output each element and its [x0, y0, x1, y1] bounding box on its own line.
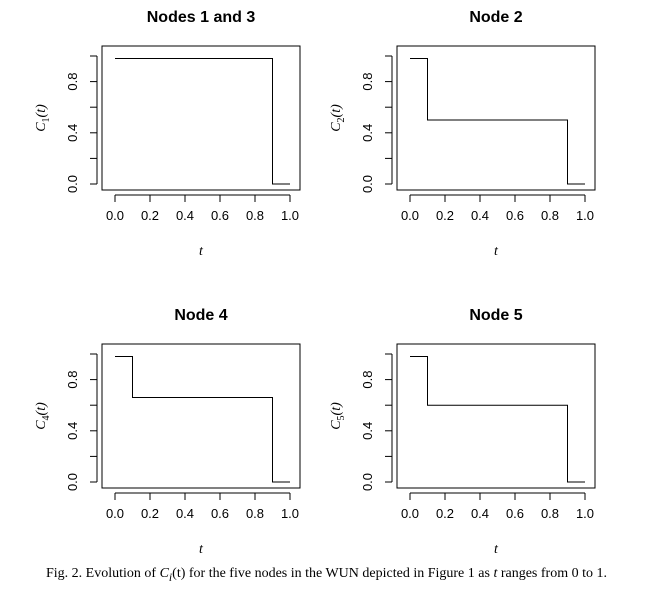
y-tick-label: 0.8: [360, 371, 375, 389]
y-tick-label: 0.8: [65, 371, 80, 389]
x-tick-label: 0.2: [436, 208, 454, 223]
y-axis-label-subscript: 5: [336, 415, 347, 420]
plot-frame: [396, 45, 596, 191]
caption-middle: for the five nodes in the WUN depicted i…: [185, 566, 494, 581]
y-axis-label-main: C: [34, 122, 49, 132]
plot-frame: [101, 45, 301, 191]
x-axis-label: t: [494, 542, 499, 557]
panel-2: Node 2 0.0 0.2 0.4 0.6 0.8 1.0 t 0.0 0.4 0.8 C2(t): [329, 9, 596, 259]
panel-title: Node 4: [174, 307, 227, 324]
y-axis-label: C4(t): [34, 402, 52, 430]
y-tick-label: 0.4: [65, 422, 80, 440]
x-tick-label: 0.6: [506, 208, 524, 223]
y-tick-label: 0.0: [360, 473, 375, 491]
figure-canvas: Nodes 1 and 3 0.0 0.2 0.4 0.6 0.8 1.0 t 0.0 0.4 0.…: [34, 9, 596, 557]
x-tick-label: 0.4: [471, 208, 489, 223]
step-series-line: [115, 58, 290, 185]
y-tick-label: 0.4: [65, 124, 80, 142]
x-tick-label: 1.0: [576, 208, 594, 223]
step-series-line: [410, 58, 585, 185]
x-axis-label: t: [199, 244, 204, 259]
y-tick-label: 0.8: [65, 73, 80, 91]
x-tick-label: 0.8: [541, 506, 559, 521]
x-axis-label: t: [199, 542, 204, 557]
caption-t-var: t: [493, 566, 498, 581]
x-tick-label: 0.6: [506, 506, 524, 521]
panel-4: Node 5 0.0 0.2 0.4 0.6 0.8 1.0 t 0.0 0.4 0.8 C5(t): [329, 307, 596, 557]
y-axis-label-tail: (t): [34, 402, 49, 416]
x-tick-label: 0.0: [401, 208, 419, 223]
x-tick-label: 0.6: [211, 208, 229, 223]
y-axis-label-main: C: [329, 420, 344, 430]
x-tick-label: 0.8: [246, 506, 264, 521]
x-tick-label: 0.0: [106, 208, 124, 223]
x-tick-label: 0.6: [211, 506, 229, 521]
x-tick-label: 0.8: [541, 208, 559, 223]
step-series-line: [410, 356, 585, 483]
caption-c-main: C: [159, 566, 169, 581]
step-series-line: [115, 356, 290, 483]
caption-prefix: Fig. 2. Evolution of: [46, 566, 160, 581]
y-axis-label-tail: (t): [329, 402, 344, 416]
y-tick-label: 0.4: [360, 124, 375, 142]
panel-1: Nodes 1 and 3 0.0 0.2 0.4 0.6 0.8 1.0 t 0.0 0.4 0.…: [34, 9, 301, 259]
y-axis-label-subscript: 2: [336, 117, 347, 122]
x-tick-label: 0.0: [401, 506, 419, 521]
y-tick-label: 0.0: [65, 175, 80, 193]
x-tick-label: 0.4: [176, 208, 194, 223]
y-tick-label: 0.0: [360, 175, 375, 193]
y-tick-label: 0.8: [360, 73, 375, 91]
y-axis-label-main: C: [34, 420, 49, 430]
y-axis-label-subscript: 4: [41, 415, 52, 420]
y-axis-label: C1(t): [34, 104, 52, 132]
x-tick-label: 0.2: [141, 208, 159, 223]
caption-suffix: ranges from 0 to 1.: [497, 566, 607, 581]
caption-c-tail: (t): [172, 566, 186, 581]
plot-frame: [396, 343, 596, 489]
y-tick-label: 0.4: [360, 422, 375, 440]
caption-c-sub: i: [168, 570, 173, 584]
y-axis-label-tail: (t): [329, 104, 344, 118]
x-tick-label: 1.0: [281, 208, 299, 223]
x-tick-label: 0.4: [471, 506, 489, 521]
x-axis-label: t: [494, 244, 499, 259]
panel-title: Nodes 1 and 3: [147, 9, 256, 26]
x-tick-label: 1.0: [281, 506, 299, 521]
x-tick-label: 0.0: [106, 506, 124, 521]
figure-caption: Fig. 2. Evolution of Ci(t) for the five …: [20, 565, 633, 586]
y-axis-label-subscript: 1: [41, 117, 52, 122]
y-axis-label-main: C: [329, 122, 344, 132]
x-tick-label: 1.0: [576, 506, 594, 521]
y-axis-label-tail: (t): [34, 104, 49, 118]
x-tick-label: 0.2: [436, 506, 454, 521]
x-tick-label: 0.2: [141, 506, 159, 521]
x-tick-label: 0.4: [176, 506, 194, 521]
panel-title: Node 5: [469, 307, 522, 324]
panel-title: Node 2: [469, 9, 522, 26]
panel-3: Node 4 0.0 0.2 0.4 0.6 0.8 1.0 t 0.0 0.4 0.8 C4(t): [34, 307, 301, 557]
y-axis-label: C5(t): [329, 402, 347, 430]
x-tick-label: 0.8: [246, 208, 264, 223]
y-tick-label: 0.0: [65, 473, 80, 491]
plot-frame: [101, 343, 301, 489]
y-axis-label: C2(t): [329, 104, 347, 132]
